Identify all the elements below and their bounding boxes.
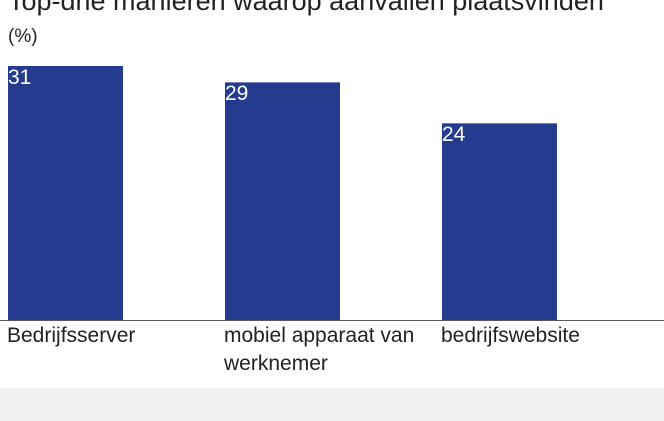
footer-band bbox=[0, 388, 664, 421]
chart-title: Top-drie manieren waarop aanvallen plaat… bbox=[8, 0, 604, 16]
value-label: 31 bbox=[8, 66, 32, 89]
bar bbox=[8, 66, 123, 320]
chart-subtitle: (%) bbox=[8, 26, 38, 47]
x-tick-label: mobiel apparaat van werknemer bbox=[224, 324, 415, 375]
value-label: 29 bbox=[225, 82, 249, 106]
bar bbox=[225, 82, 340, 320]
bar bbox=[442, 123, 557, 321]
x-tick-label: bedrijfswebsite bbox=[441, 324, 580, 347]
value-label: 24 bbox=[442, 123, 466, 147]
x-tick-label: Bedrijfsserver bbox=[7, 324, 136, 347]
